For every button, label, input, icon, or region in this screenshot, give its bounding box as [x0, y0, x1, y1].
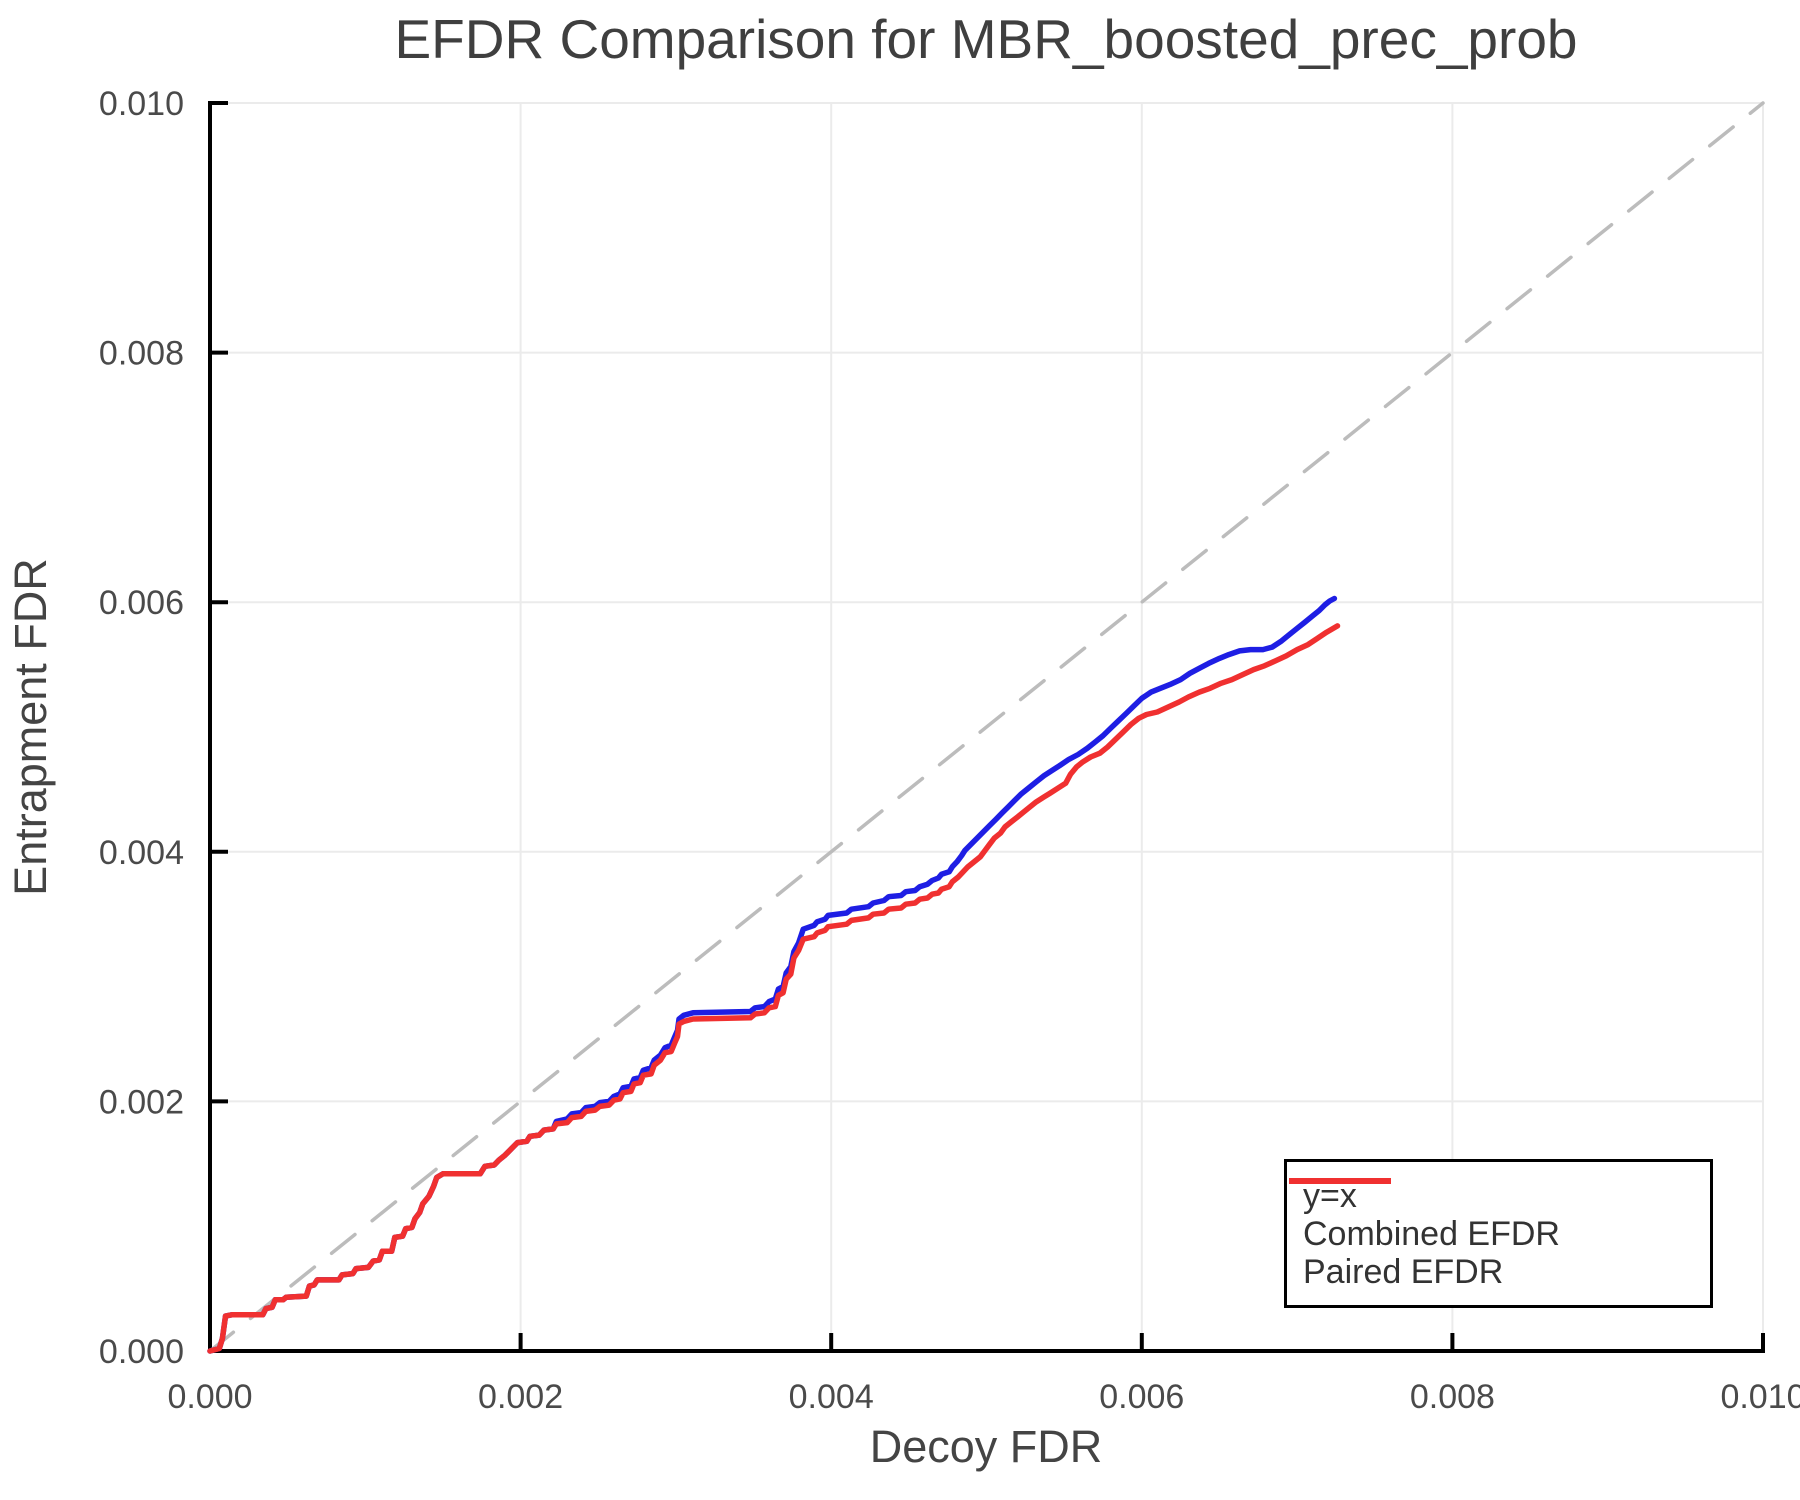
series-lines — [207, 101, 1765, 1354]
axes — [208, 101, 1765, 1353]
legend-row-paired: Paired EFDR — [1289, 1178, 1694, 1291]
y-tick-label: 0.010 — [99, 85, 184, 123]
identity-line — [208, 101, 1765, 1353]
x-tick-label: 0.010 — [1720, 1378, 1800, 1416]
gridlines — [210, 102, 1764, 1351]
legend: y=x Combined EFDR Paired EFDR — [1284, 1159, 1713, 1308]
x-tick-label: 0.008 — [1410, 1378, 1495, 1416]
paired-line-sample-icon — [1289, 1178, 1391, 1184]
y-tick-label: 0.002 — [99, 1083, 184, 1121]
paired-efdr-line — [207, 623, 1341, 1354]
x-tick-label: 0.000 — [167, 1378, 252, 1416]
chart-title: EFDR Comparison for MBR_boosted_prec_pro… — [394, 8, 1577, 70]
legend-label-paired: Paired EFDR — [1303, 1252, 1504, 1291]
y-tick-label: 0.008 — [99, 335, 184, 373]
legend-label-combined: Combined EFDR — [1303, 1214, 1560, 1253]
x-axis-label: Decoy FDR — [870, 1421, 1103, 1472]
legend-row-combined: Combined EFDR — [1289, 1178, 1694, 1253]
x-tick-label: 0.004 — [789, 1378, 874, 1416]
y-axis-label: Entrapment FDR — [5, 558, 56, 896]
y-tick-label: 0.006 — [99, 584, 184, 622]
x-tick-label: 0.006 — [1099, 1378, 1184, 1416]
tick-labels: 0.000 0.002 0.004 0.006 0.008 0.010 0.000 0.002… — [99, 85, 1800, 1416]
y-tick-label: 0.000 — [99, 1333, 184, 1371]
y-tick-label: 0.004 — [99, 834, 184, 872]
combined-efdr-line — [207, 595, 1338, 1354]
x-tick-label: 0.002 — [478, 1378, 563, 1416]
